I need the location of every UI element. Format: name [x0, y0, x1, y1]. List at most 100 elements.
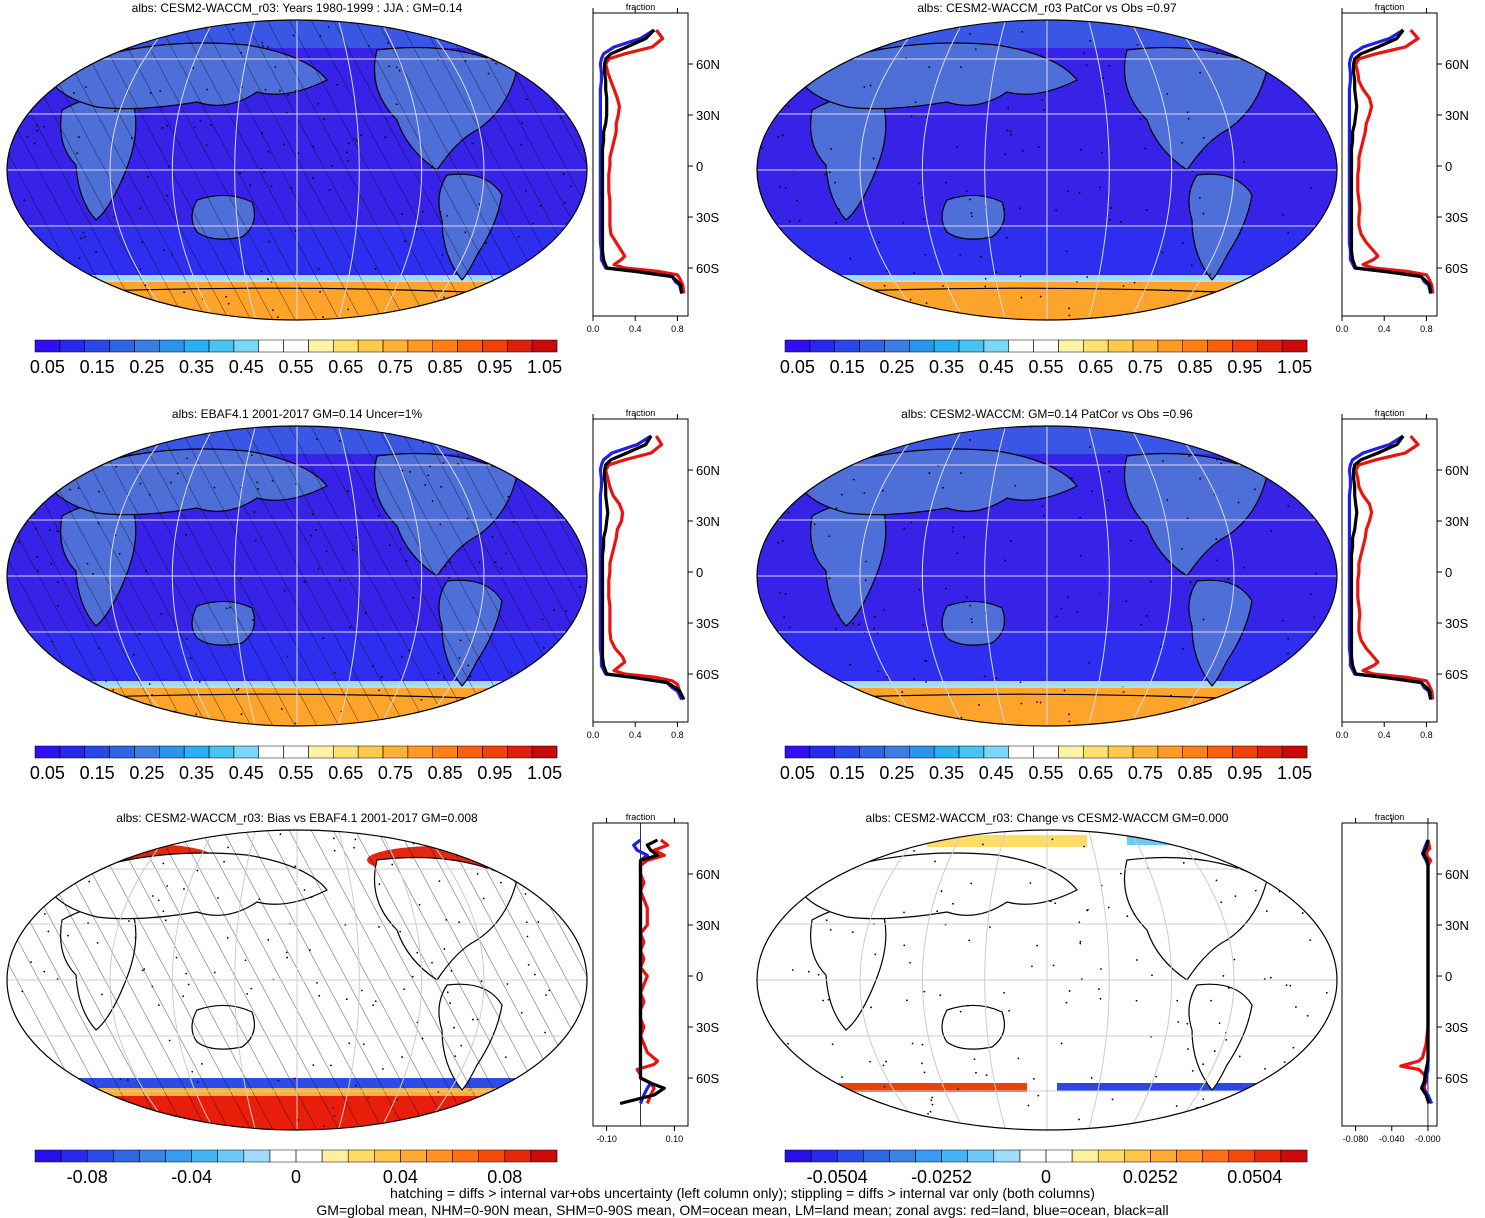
- colorbar-swatch: [1157, 340, 1184, 352]
- stipple-dot: [410, 856, 413, 859]
- map-title: albs: CESM2-WACCM_r03: Bias vs EBAF4.1 2…: [116, 811, 478, 825]
- stipple-dot: [449, 561, 452, 564]
- stipple-dot: [762, 877, 765, 879]
- stipple-dot: [333, 849, 336, 852]
- stipple-dot: [1125, 600, 1128, 603]
- stipple-dot: [32, 470, 35, 473]
- stipple-dot: [1149, 580, 1152, 583]
- stipple-dot: [56, 61, 59, 64]
- stipple-dot: [258, 898, 261, 901]
- stipple-dot: [936, 910, 939, 913]
- colorbar-swatch: [785, 1150, 812, 1162]
- stipple-dot: [308, 949, 311, 951]
- stipple-dot: [399, 930, 402, 933]
- stipple-dot: [76, 692, 79, 694]
- stipple-dot: [454, 1055, 457, 1057]
- graticule: [757, 426, 1337, 726]
- stipple-dot: [1328, 694, 1331, 697]
- colorbar-swatch: [1008, 340, 1034, 352]
- stipple-dot: [962, 536, 965, 539]
- colorbar-swatch: [283, 340, 309, 352]
- colorbar-swatch: [859, 340, 885, 352]
- meridian-line: [109, 426, 173, 726]
- stipple-dot: [114, 110, 116, 113]
- stipple-dot: [449, 1002, 452, 1005]
- stipple-dot: [469, 697, 472, 700]
- continent-n-america: [373, 46, 518, 171]
- stipple-dot: [1186, 517, 1189, 520]
- stipple-dot: [311, 177, 314, 180]
- stipple-dot: [416, 628, 419, 631]
- meridian-line: [171, 830, 215, 1130]
- stipple-dot: [139, 107, 142, 110]
- stipple-dot: [782, 67, 785, 70]
- stipple-dot: [225, 295, 228, 298]
- colorbar-tick-label: 0.95: [1227, 357, 1262, 377]
- profile-xtick-label: -0.000: [1415, 1134, 1441, 1144]
- stipple-dot: [1182, 572, 1185, 575]
- stipple-dot: [388, 65, 391, 68]
- stipple-dot: [1284, 77, 1286, 80]
- colorbar-swatch: [834, 746, 860, 758]
- stipple-dot: [1234, 32, 1236, 35]
- stipple-dot: [525, 98, 528, 101]
- colorbar-tick-label: 0.75: [378, 763, 413, 783]
- stipple-dot: [279, 833, 282, 836]
- colorbar-swatch: [1133, 340, 1159, 352]
- continent-s-america: [1188, 173, 1253, 281]
- profile-ytick-label: 60S: [1445, 261, 1468, 276]
- stipple-dot: [555, 1096, 558, 1098]
- meridian-line: [984, 830, 1007, 1130]
- colorbar-tick-label: 0.05: [780, 357, 815, 377]
- stipple-dot: [499, 881, 502, 884]
- stipple-dot: [323, 1125, 325, 1128]
- colorbar-swatch: [884, 746, 910, 758]
- stipple-dot: [267, 240, 270, 243]
- stipple-dot: [254, 539, 257, 542]
- stipple-dot: [1054, 902, 1057, 905]
- colorbar-swatch: [165, 1150, 192, 1162]
- stipple-dot: [504, 1056, 507, 1059]
- stipple-dot: [807, 970, 810, 973]
- stipple-dot: [1041, 99, 1044, 101]
- map-title: albs: CESM2-WACCM_r03: Change vs CESM2-W…: [866, 811, 1229, 825]
- profile-ytick-label: 0: [1445, 159, 1452, 174]
- stipple-dot: [570, 691, 572, 693]
- stipple-dot: [804, 877, 807, 880]
- stipple-dot: [106, 852, 109, 855]
- stipple-dot: [1287, 505, 1290, 508]
- stipple-dot: [1078, 921, 1081, 924]
- stipple-dot: [458, 921, 461, 924]
- stipple-dot: [294, 865, 297, 868]
- stipple-dot: [130, 137, 133, 139]
- profile-ytick-label: 0: [696, 969, 703, 984]
- stipple-dot: [1282, 213, 1285, 216]
- stipple-dot: [364, 612, 367, 614]
- stipple-dot: [874, 27, 877, 29]
- stipple-dot: [1005, 236, 1008, 239]
- stipple-dot: [1071, 477, 1073, 480]
- stipple-dot: [235, 689, 238, 692]
- meridian-line: [921, 20, 965, 320]
- stipple-dot: [1166, 498, 1169, 501]
- stipple-dot: [527, 964, 530, 966]
- stipple-dot: [185, 972, 188, 975]
- stipple-dot: [989, 926, 991, 928]
- stipple-dot: [51, 640, 54, 643]
- stipple-dot: [79, 237, 82, 240]
- panel-1: albs: CESM2-WACCM_r03: Years 1980-1999 :…: [6, 1, 720, 377]
- stipple-dot: [1210, 318, 1213, 320]
- stipple-dot: [192, 66, 195, 69]
- stipple-dot: [478, 561, 481, 564]
- stipple-dot: [570, 185, 573, 188]
- colorbar-swatch: [452, 1150, 479, 1162]
- stipple-dot: [822, 999, 825, 1002]
- stipple-dot: [1163, 28, 1166, 31]
- colorbar-swatch: [84, 746, 110, 758]
- stipple-dot: [1227, 830, 1230, 832]
- stipple-dot: [148, 683, 151, 685]
- stipple-dot: [818, 706, 821, 709]
- stipple-dot: [1019, 207, 1022, 210]
- profile-ytick-label: 0: [696, 159, 703, 174]
- profile-series-2: [1349, 435, 1433, 700]
